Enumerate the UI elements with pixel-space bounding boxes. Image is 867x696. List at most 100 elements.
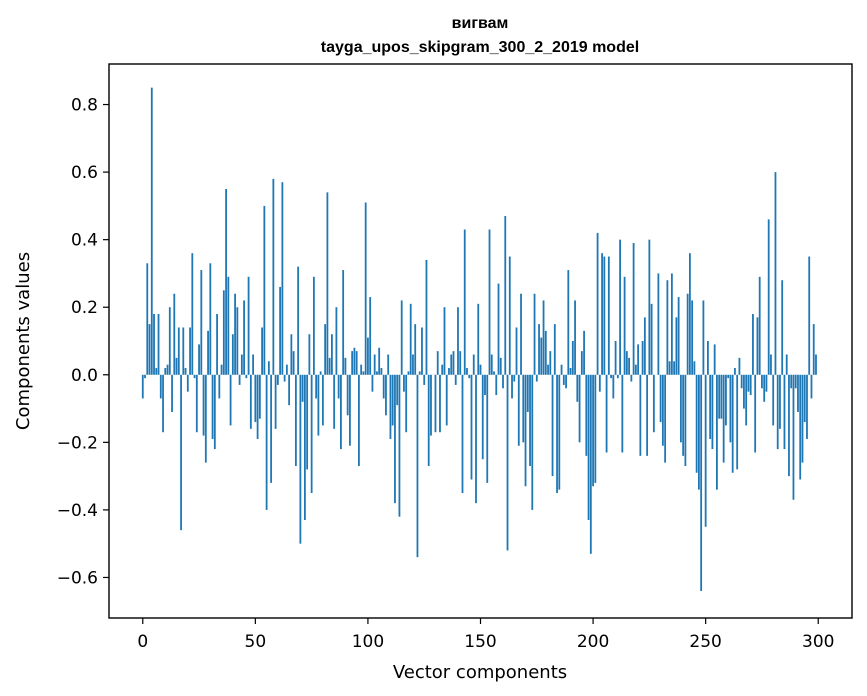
bar-series — [141, 87, 817, 591]
bar — [445, 374, 448, 426]
bar — [321, 374, 324, 426]
bar — [783, 374, 786, 450]
bar — [702, 300, 705, 375]
bar — [713, 344, 716, 375]
bar — [211, 374, 214, 439]
bar — [285, 364, 288, 375]
bar — [373, 354, 376, 375]
bar — [423, 374, 426, 385]
y-tick-label: 0.4 — [71, 231, 98, 251]
bar — [693, 361, 696, 375]
bar — [601, 253, 603, 375]
bar — [229, 374, 232, 426]
y-axis-label: Components values — [13, 252, 34, 430]
bar — [799, 374, 802, 480]
bar — [801, 374, 804, 463]
bar — [243, 300, 245, 375]
bar — [734, 368, 736, 375]
bar — [679, 374, 682, 443]
bar — [191, 253, 194, 375]
bar — [349, 374, 351, 446]
bar — [490, 354, 493, 375]
bar — [459, 351, 462, 375]
bar — [652, 374, 655, 433]
bar — [650, 303, 653, 375]
bar — [632, 243, 635, 375]
bar — [353, 347, 356, 375]
bar — [752, 313, 754, 375]
bar — [141, 374, 144, 399]
bar — [430, 374, 432, 436]
bar — [391, 374, 394, 426]
bar — [281, 182, 284, 375]
bar — [180, 374, 182, 531]
bar — [315, 374, 318, 399]
bar — [551, 374, 554, 477]
bar — [173, 293, 176, 375]
bar — [258, 374, 261, 419]
bar — [763, 374, 766, 402]
bar — [506, 374, 509, 551]
bar — [484, 374, 486, 396]
y-tick-label: −0.4 — [57, 501, 98, 521]
bar — [468, 374, 471, 379]
bar — [585, 374, 588, 456]
bar — [202, 374, 205, 436]
bar — [227, 276, 230, 375]
bar — [758, 276, 761, 375]
bar — [610, 374, 612, 379]
bar — [157, 313, 160, 375]
bar — [657, 273, 660, 375]
bar — [648, 239, 651, 375]
bar — [718, 374, 721, 419]
y-tick-label: −0.6 — [57, 568, 98, 588]
bar — [236, 307, 239, 375]
bar — [684, 374, 687, 466]
bar — [565, 374, 567, 389]
bar — [171, 374, 173, 412]
bar — [335, 307, 338, 375]
bar — [569, 368, 572, 375]
bar — [770, 354, 772, 375]
bar — [222, 290, 225, 375]
plot-frame — [108, 63, 853, 619]
bar — [380, 368, 383, 375]
bar — [319, 371, 322, 375]
bar — [553, 324, 556, 375]
bar — [659, 374, 662, 423]
bar — [340, 374, 342, 450]
bar — [427, 374, 430, 466]
x-tick-label: 50 — [245, 632, 267, 652]
bar — [463, 229, 466, 375]
bar — [812, 324, 815, 375]
bar — [308, 334, 311, 375]
x-tick-label: 300 — [802, 632, 834, 652]
x-tick-label: 100 — [352, 632, 384, 652]
bar — [358, 374, 360, 466]
bar — [779, 374, 781, 429]
bar — [193, 374, 196, 379]
x-tick-label: 150 — [464, 632, 496, 652]
bar — [364, 202, 367, 375]
bar — [725, 374, 727, 426]
bar — [576, 374, 579, 402]
bar — [682, 374, 685, 456]
bar — [475, 374, 477, 504]
bar — [443, 307, 446, 375]
bar — [155, 368, 158, 375]
bar — [216, 313, 218, 375]
bar — [643, 317, 646, 375]
bar — [785, 354, 788, 375]
bar — [396, 374, 399, 406]
bar — [781, 280, 784, 375]
bar — [792, 374, 795, 500]
bar — [326, 192, 329, 375]
bar — [317, 374, 320, 436]
bar — [416, 374, 419, 558]
bar — [646, 374, 649, 456]
bar — [540, 337, 543, 375]
bar — [159, 374, 162, 399]
bar — [623, 276, 626, 375]
bar — [407, 371, 410, 375]
bar — [371, 374, 374, 392]
